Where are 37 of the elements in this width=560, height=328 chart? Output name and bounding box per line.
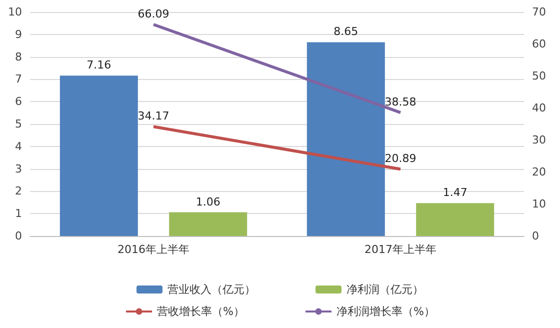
y-tick-label: 7 xyxy=(15,72,22,86)
bar xyxy=(306,42,385,236)
y-tick-label: 6 xyxy=(15,95,22,108)
y-tick-label: 4 xyxy=(15,140,22,153)
x-tick-label: 2016年上半年 xyxy=(118,243,190,256)
y-tick-label: 2 xyxy=(15,184,22,198)
legend-label: 净利润（亿元） xyxy=(346,283,424,296)
y-tick-label: 9 xyxy=(15,28,22,41)
legend-label: 营收增长率（%） xyxy=(157,305,244,318)
y-tick-label: 3 xyxy=(15,162,22,176)
y-tick-label: 0 xyxy=(15,230,22,242)
data-label: 8.65 xyxy=(334,25,358,38)
data-label: 34.17 xyxy=(138,110,170,123)
x-tick-label: 2017年上半年 xyxy=(364,243,436,256)
y2-tick-label: 70 xyxy=(532,6,546,18)
legend-label: 营业收入（亿元） xyxy=(168,283,256,296)
y2-tick-label: 0 xyxy=(532,230,539,242)
y-tick-label: 1 xyxy=(15,207,22,220)
y2-tick-label: 40 xyxy=(532,102,546,114)
legend-label: 净利润增长率（%） xyxy=(336,305,435,318)
y-tick-label: 5 xyxy=(15,118,22,130)
data-label: 1.06 xyxy=(196,195,220,208)
y2-tick-label: 20 xyxy=(532,166,546,178)
y-tick-label: 10 xyxy=(8,6,22,18)
bar xyxy=(416,203,494,236)
data-label: 1.47 xyxy=(442,186,468,200)
bar xyxy=(169,212,248,236)
y2-tick-label: 60 xyxy=(532,38,546,50)
bar xyxy=(60,76,138,236)
data-label: 38.58 xyxy=(384,96,416,109)
y2-tick-label: 30 xyxy=(532,134,546,146)
data-label: 7.16 xyxy=(86,58,112,72)
y-tick-label: 8 xyxy=(15,50,22,64)
y2-tick-label: 10 xyxy=(532,198,546,210)
data-label: 66.09 xyxy=(138,8,170,21)
data-label: 20.89 xyxy=(384,152,416,166)
y2-tick-label: 50 xyxy=(532,70,546,82)
